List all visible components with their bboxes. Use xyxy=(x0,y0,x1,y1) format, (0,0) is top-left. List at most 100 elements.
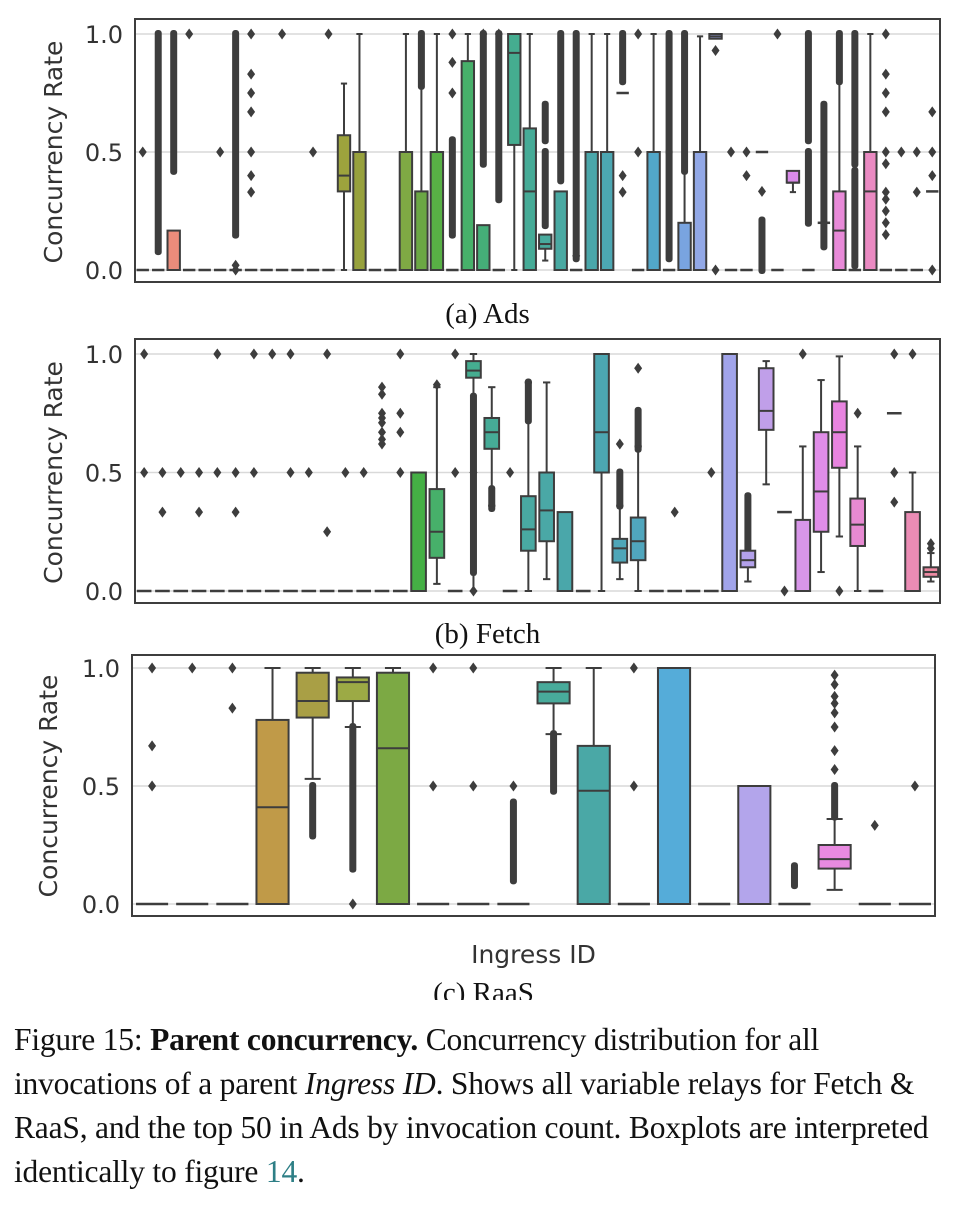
outlier-point xyxy=(830,669,839,681)
outlier-cluster xyxy=(541,100,549,145)
box xyxy=(520,495,537,552)
box xyxy=(428,488,446,559)
outlier-point xyxy=(881,146,890,158)
box xyxy=(863,151,878,271)
outlier-point xyxy=(634,146,643,158)
figure-reference-link[interactable]: 14 xyxy=(265,1154,298,1189)
outlier-point xyxy=(618,186,627,198)
box-category xyxy=(831,355,848,597)
outlier-point xyxy=(249,467,258,478)
box-category xyxy=(721,353,738,592)
box-category xyxy=(507,33,522,271)
box-category xyxy=(155,467,170,593)
y-axis-label: Concurrency Rate xyxy=(34,675,63,898)
outlier-point xyxy=(396,407,405,419)
box-category xyxy=(210,348,225,593)
box-category xyxy=(817,669,852,891)
outlier-cluster xyxy=(349,723,357,873)
box-category xyxy=(182,28,196,272)
box-category xyxy=(410,471,427,592)
box-category xyxy=(849,407,866,592)
outlier-point xyxy=(396,467,405,478)
box-category xyxy=(213,146,227,272)
outlier-cluster xyxy=(616,468,624,510)
box xyxy=(375,671,411,905)
outlier-point xyxy=(451,348,460,360)
outlier-point xyxy=(469,662,478,674)
outlier-point xyxy=(247,87,256,99)
box-category xyxy=(570,30,583,272)
outlier-point xyxy=(881,87,890,99)
box-category xyxy=(898,780,931,906)
box-category xyxy=(392,348,408,593)
outlier-point xyxy=(286,467,295,478)
outlier-point xyxy=(247,68,256,80)
box xyxy=(166,229,181,271)
outlier-point xyxy=(479,28,488,40)
box-category xyxy=(483,386,501,513)
box-category xyxy=(166,30,181,271)
box-category xyxy=(476,28,491,272)
outlier-point xyxy=(185,28,194,40)
outlier-point xyxy=(448,56,457,68)
box xyxy=(538,233,553,250)
outlier-point xyxy=(742,170,751,182)
box-category xyxy=(737,785,772,905)
outlier-point xyxy=(835,585,844,597)
figure: 0.0 0.5 1.0 Concurrency Rate (a) Ads 0.0 0.5 1… xyxy=(34,18,941,1000)
box xyxy=(593,353,610,474)
box xyxy=(629,516,647,562)
box xyxy=(522,127,537,271)
box xyxy=(336,134,352,193)
box-category xyxy=(338,467,353,593)
box-category xyxy=(375,667,411,905)
outlier-point xyxy=(881,106,890,118)
box xyxy=(721,353,738,592)
box-category xyxy=(255,667,290,905)
outlier-point xyxy=(195,506,204,518)
box-category xyxy=(520,378,537,592)
outlier-point xyxy=(429,780,438,792)
outlier-cluster xyxy=(758,216,766,274)
box xyxy=(483,416,501,450)
box-category xyxy=(926,106,939,276)
box xyxy=(812,431,830,533)
outlier-cluster xyxy=(831,782,839,821)
outlier-point xyxy=(247,186,256,198)
box-category xyxy=(785,169,801,194)
outlier-point xyxy=(912,146,921,158)
box-category xyxy=(739,492,757,583)
outlier-point xyxy=(396,426,405,438)
subcaption: (b) Fetch xyxy=(435,618,541,650)
outlier-point xyxy=(881,217,890,229)
box xyxy=(460,60,476,271)
box xyxy=(646,151,661,271)
outlier-point xyxy=(359,467,368,478)
outlier-point xyxy=(377,426,386,438)
outlier-point xyxy=(228,702,237,714)
outlier-point xyxy=(188,662,197,674)
box-category xyxy=(356,467,372,593)
outlier-point xyxy=(870,819,879,831)
outlier-point xyxy=(309,146,318,158)
outlier-cluster xyxy=(509,798,517,885)
box-category xyxy=(667,506,683,593)
box-category xyxy=(904,348,921,592)
outlier-point xyxy=(707,467,716,478)
box-category xyxy=(428,379,446,585)
outlier-cluster xyxy=(232,30,240,239)
box-category xyxy=(777,510,792,597)
caption-end: . xyxy=(297,1154,305,1189)
outlier-cluster xyxy=(550,730,558,795)
box-category xyxy=(176,662,209,906)
box-category xyxy=(136,662,169,906)
outlier-point xyxy=(881,68,890,80)
outlier-cluster xyxy=(851,30,859,168)
outlier-point xyxy=(881,229,890,241)
outlier-cluster xyxy=(790,862,798,890)
outlier-point xyxy=(572,250,581,262)
outlier-point xyxy=(278,28,287,40)
box-category xyxy=(497,780,530,906)
box-category xyxy=(832,30,847,271)
box xyxy=(507,33,522,146)
